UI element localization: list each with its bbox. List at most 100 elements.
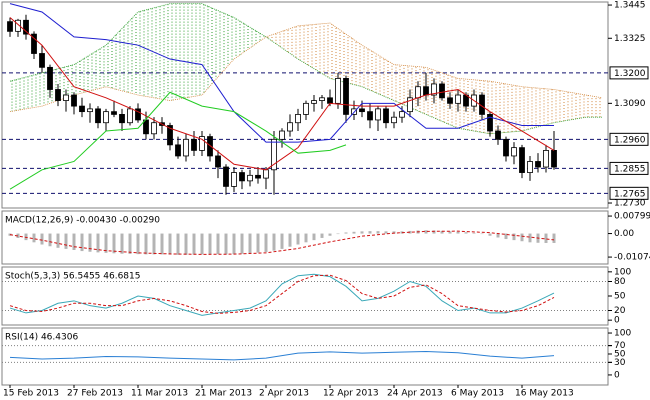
- histogram-bar: [144, 233, 148, 255]
- indicator-line: [9, 274, 555, 314]
- x-tick-label: 15 Feb 2013: [3, 389, 59, 399]
- candle-body: [119, 114, 125, 124]
- histogram-bar: [368, 231, 372, 234]
- histogram-bar: [104, 233, 108, 253]
- y-tick-label: 1.3445: [614, 1, 646, 11]
- histogram-bar: [232, 233, 236, 255]
- candle-body: [175, 144, 181, 157]
- y-tick-label: 20: [614, 306, 626, 316]
- candle-body: [439, 83, 445, 99]
- level-label-box: [609, 66, 649, 80]
- candle-body: [327, 97, 333, 104]
- candle-body: [111, 111, 117, 115]
- histogram-bar: [128, 233, 132, 254]
- level-label: 1.2855: [614, 164, 646, 174]
- histogram-bar: [96, 233, 100, 253]
- histogram-bar: [432, 230, 436, 234]
- histogram-bar: [200, 233, 204, 255]
- histogram-bar: [480, 233, 484, 235]
- y-tick-label: 1.3090: [614, 99, 646, 109]
- candle-body: [87, 108, 93, 113]
- indicator-line: [9, 350, 555, 361]
- candle-body: [383, 108, 389, 124]
- candle-body: [151, 122, 157, 135]
- candle-body: [447, 97, 453, 104]
- histogram-bar: [80, 233, 84, 252]
- candle-body: [455, 94, 461, 104]
- histogram-bar: [176, 233, 180, 255]
- candle-body: [407, 97, 413, 113]
- candle-body: [527, 161, 533, 173]
- level-label: 1.2960: [614, 135, 646, 145]
- x-tick-label: 21 Mar 2013: [195, 389, 252, 399]
- panel-title: MACD(12,26,9) -0.00430 -0.00290: [5, 216, 160, 226]
- histogram-bar: [64, 233, 68, 249]
- histogram-bar: [328, 233, 332, 236]
- histogram-bar: [336, 233, 340, 235]
- candle-body: [23, 19, 29, 35]
- histogram-bar: [272, 233, 276, 251]
- candle-body: [279, 130, 285, 140]
- candle-body: [127, 108, 133, 124]
- histogram-bar: [488, 233, 492, 236]
- histogram-bar: [40, 233, 44, 245]
- histogram-bar: [248, 233, 252, 254]
- candle-body: [167, 125, 173, 146]
- candle-body: [55, 89, 61, 101]
- level-label: 1.2765: [614, 189, 646, 199]
- histogram-bar: [520, 233, 524, 242]
- candle-body: [191, 138, 197, 151]
- candle-body: [519, 147, 525, 173]
- histogram-bar: [120, 233, 124, 254]
- histogram-bar: [424, 230, 428, 234]
- candle-body: [31, 33, 37, 54]
- y-tick-label: 1.3325: [614, 34, 646, 44]
- candle-body: [503, 138, 509, 157]
- histogram-bar: [304, 233, 308, 243]
- candle-body: [391, 116, 397, 124]
- candle-body: [95, 108, 101, 124]
- candle-body: [215, 155, 221, 168]
- candle-body: [543, 150, 549, 168]
- histogram-bar: [192, 233, 196, 255]
- level-label: 1.3200: [614, 69, 646, 79]
- candle-body: [271, 138, 277, 171]
- histogram-bar: [472, 232, 476, 234]
- histogram-bar: [456, 231, 460, 234]
- histogram-bar: [320, 233, 324, 238]
- y-tick-label: 100: [614, 329, 631, 339]
- histogram-bar: [288, 233, 292, 247]
- candle-body: [263, 169, 269, 179]
- y-tick-label: 0.00799: [614, 212, 650, 222]
- histogram-bar: [88, 233, 92, 252]
- histogram-bar: [112, 233, 116, 254]
- histogram-bar: [24, 233, 28, 241]
- histogram-bar: [312, 233, 316, 241]
- candle-body: [247, 174, 253, 182]
- candle-body: [231, 172, 237, 187]
- candle-body: [343, 78, 349, 115]
- histogram-bar: [56, 233, 60, 248]
- histogram-bar: [216, 233, 220, 255]
- y-tick-label: 1.2730: [614, 199, 646, 209]
- level-label-box: [609, 186, 649, 200]
- histogram-bar: [504, 233, 508, 240]
- histogram-bar: [512, 233, 516, 241]
- candle-body: [511, 147, 517, 157]
- y-tick-label: 100: [614, 267, 631, 277]
- candle-body: [135, 108, 141, 121]
- histogram-bar: [344, 232, 348, 234]
- x-tick-label: 2 Apr 2013: [259, 389, 309, 399]
- y-tick-label: 30: [614, 358, 626, 368]
- histogram-bar: [544, 233, 548, 243]
- histogram-bar: [264, 233, 268, 252]
- histogram-bar: [384, 231, 388, 234]
- candle-body: [495, 130, 501, 140]
- candle-body: [311, 100, 317, 104]
- candle-body: [431, 83, 437, 96]
- histogram-bar: [376, 231, 380, 234]
- y-tick-label: -0.01074: [614, 253, 650, 263]
- indicator-line: [9, 91, 347, 190]
